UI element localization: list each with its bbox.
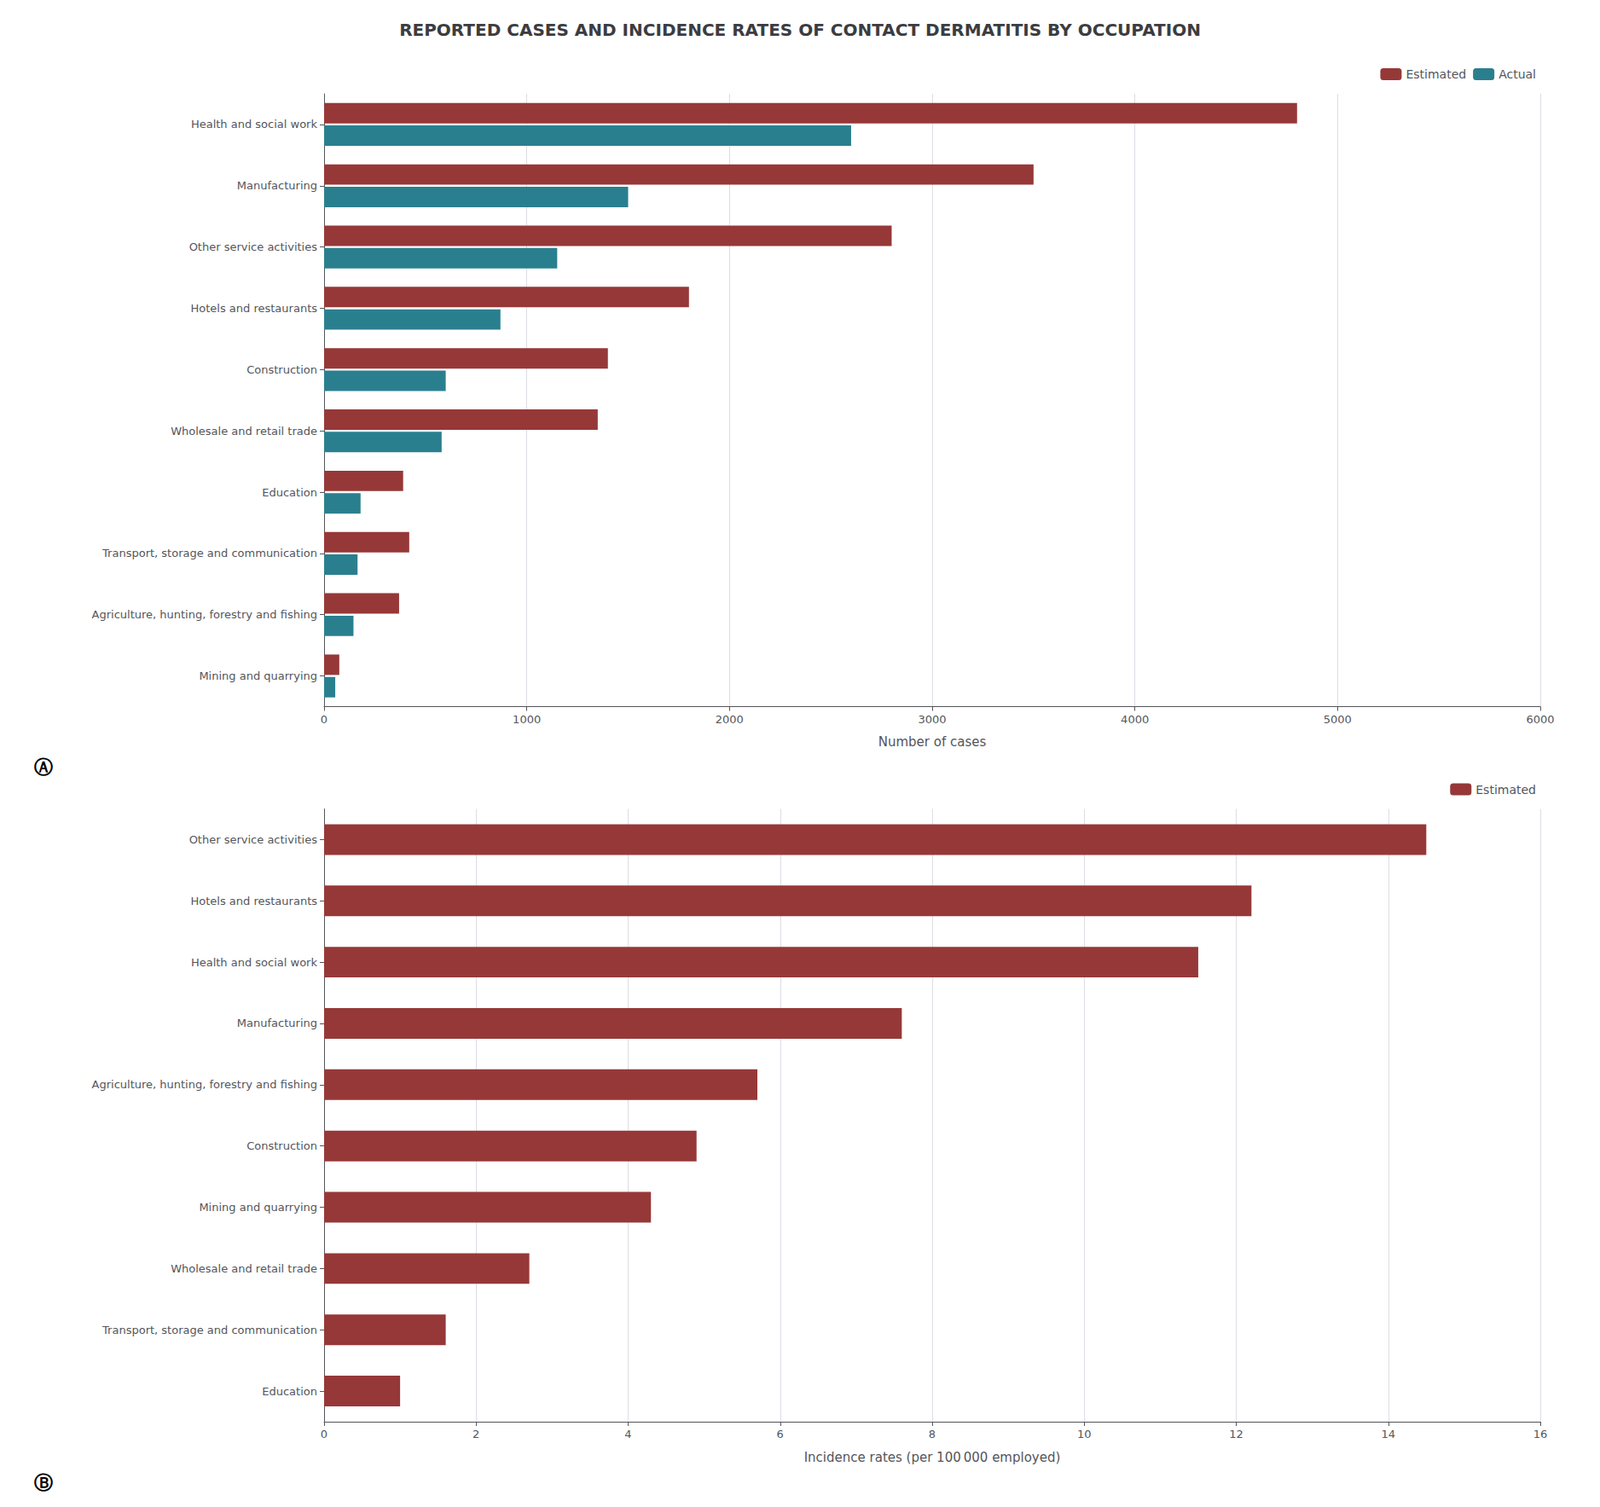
svg-text:0: 0: [320, 713, 328, 726]
svg-text:Ⓐ: Ⓐ: [34, 756, 53, 778]
svg-text:Manufacturing: Manufacturing: [237, 1016, 318, 1030]
svg-text:Mining and quarrying: Mining and quarrying: [198, 669, 318, 683]
svg-text:2000: 2000: [715, 713, 744, 726]
svg-text:Other service activities: Other service activities: [189, 240, 319, 254]
svg-text:Wholesale and retail trade: Wholesale and retail trade: [170, 1262, 318, 1276]
svg-text:4000: 4000: [1120, 713, 1149, 726]
svg-text:10: 10: [1077, 1427, 1092, 1441]
svg-text:Construction: Construction: [246, 363, 318, 377]
svg-text:12: 12: [1228, 1427, 1244, 1441]
svg-text:Agriculture, hunting, forestry: Agriculture, hunting, forestry and fishi…: [92, 1078, 318, 1091]
svg-text:16: 16: [1533, 1427, 1548, 1441]
svg-text:6: 6: [776, 1427, 784, 1441]
svg-text:Health and social work: Health and social work: [191, 117, 319, 131]
svg-text:Transport, storage and communi: Transport, storage and communication: [101, 1323, 318, 1337]
svg-text:Wholesale and retail trade: Wholesale and retail trade: [170, 424, 318, 438]
svg-text:Mining and quarrying: Mining and quarrying: [198, 1200, 318, 1214]
svg-text:4: 4: [624, 1427, 632, 1441]
svg-text:Agriculture, hunting, forestry: Agriculture, hunting, forestry and fishi…: [92, 608, 318, 621]
svg-text:Hotels and restaurants: Hotels and restaurants: [191, 894, 319, 908]
svg-text:Transport, storage and communi: Transport, storage and communication: [101, 546, 318, 560]
svg-text:14: 14: [1380, 1427, 1396, 1441]
svg-text:Construction: Construction: [246, 1139, 318, 1153]
svg-text:5000: 5000: [1323, 713, 1352, 726]
svg-text:REPORTED CASES AND INCIDENCE R: REPORTED CASES AND INCIDENCE RATES OF CO…: [399, 19, 1201, 41]
svg-text:Actual: Actual: [1498, 67, 1537, 82]
svg-text:Health and social work: Health and social work: [191, 956, 319, 969]
svg-text:Incidence rates (per 100 000 e: Incidence rates (per 100 000 employed): [804, 1449, 1061, 1466]
svg-text:Education: Education: [261, 486, 318, 499]
svg-text:Hotels and restaurants: Hotels and restaurants: [191, 301, 319, 315]
svg-text:2: 2: [472, 1427, 480, 1441]
svg-text:Estimated: Estimated: [1475, 782, 1537, 797]
svg-text:6000: 6000: [1525, 713, 1554, 726]
svg-text:0: 0: [320, 1427, 328, 1441]
svg-text:Ⓑ: Ⓑ: [34, 1472, 53, 1494]
svg-text:8: 8: [928, 1427, 936, 1441]
svg-text:Estimated: Estimated: [1405, 67, 1467, 82]
svg-text:3000: 3000: [917, 713, 946, 726]
svg-text:1000: 1000: [512, 713, 541, 726]
svg-text:Other service activities: Other service activities: [189, 833, 319, 847]
svg-text:Education: Education: [261, 1385, 318, 1398]
svg-text:Manufacturing: Manufacturing: [237, 179, 318, 192]
svg-text:Number of cases: Number of cases: [878, 734, 987, 750]
